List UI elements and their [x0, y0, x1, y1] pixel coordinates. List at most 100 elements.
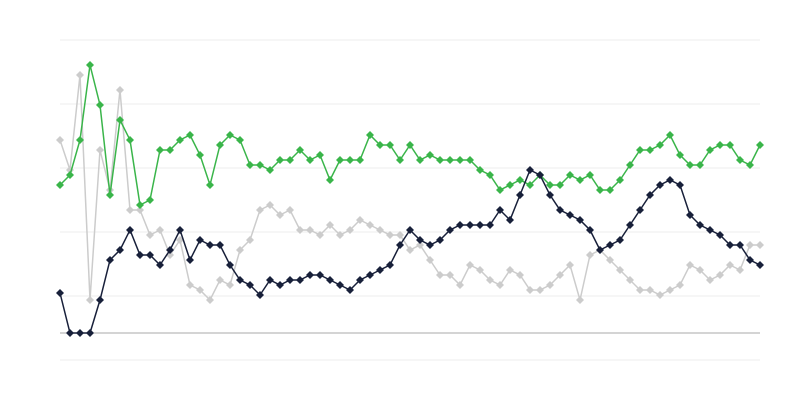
- data-point: [226, 281, 234, 289]
- data-point: [586, 251, 594, 259]
- data-point: [746, 256, 754, 264]
- data-point: [96, 296, 104, 304]
- data-point: [186, 131, 194, 139]
- series-2: [56, 166, 764, 337]
- data-point: [656, 141, 664, 149]
- data-point: [656, 291, 664, 299]
- data-point: [326, 176, 334, 184]
- data-point: [556, 181, 564, 189]
- data-point: [606, 186, 614, 194]
- data-point: [686, 261, 694, 269]
- data-point: [406, 226, 414, 234]
- data-point: [266, 201, 274, 209]
- data-point: [196, 151, 204, 159]
- data-point: [716, 231, 724, 239]
- data-point: [546, 191, 554, 199]
- data-point: [756, 241, 764, 249]
- data-point: [236, 246, 244, 254]
- data-point: [336, 156, 344, 164]
- data-point: [546, 181, 554, 189]
- data-point: [666, 286, 674, 294]
- data-point: [706, 146, 714, 154]
- data-point: [476, 221, 484, 229]
- data-point: [356, 156, 364, 164]
- data-point: [596, 246, 604, 254]
- data-point: [596, 186, 604, 194]
- data-point: [756, 261, 764, 269]
- data-point: [116, 86, 124, 94]
- data-point: [546, 281, 554, 289]
- data-point: [66, 329, 74, 337]
- data-point: [376, 141, 384, 149]
- data-point: [686, 161, 694, 169]
- data-point: [556, 271, 564, 279]
- data-point: [266, 166, 274, 174]
- data-point: [306, 271, 314, 279]
- data-point: [646, 286, 654, 294]
- data-point: [296, 146, 304, 154]
- data-point: [106, 256, 114, 264]
- series-0: [56, 71, 764, 304]
- data-point: [646, 191, 654, 199]
- data-point: [616, 176, 624, 184]
- data-point: [306, 226, 314, 234]
- data-point: [396, 231, 404, 239]
- data-point: [686, 211, 694, 219]
- data-point: [396, 156, 404, 164]
- data-point: [656, 181, 664, 189]
- data-point: [356, 276, 364, 284]
- data-point: [366, 271, 374, 279]
- data-point: [116, 116, 124, 124]
- data-point: [736, 156, 744, 164]
- data-point: [286, 276, 294, 284]
- data-point: [506, 181, 514, 189]
- data-point: [606, 241, 614, 249]
- data-point: [106, 191, 114, 199]
- data-point: [666, 131, 674, 139]
- data-point: [746, 161, 754, 169]
- data-point: [516, 271, 524, 279]
- data-point: [246, 281, 254, 289]
- data-point: [86, 329, 94, 337]
- data-point: [586, 171, 594, 179]
- data-point: [696, 266, 704, 274]
- data-point: [366, 131, 374, 139]
- data-point: [256, 161, 264, 169]
- data-point: [236, 276, 244, 284]
- data-point: [516, 191, 524, 199]
- data-point: [396, 241, 404, 249]
- data-point: [416, 236, 424, 244]
- data-point: [276, 211, 284, 219]
- data-point: [486, 221, 494, 229]
- data-point: [376, 266, 384, 274]
- data-point: [576, 176, 584, 184]
- data-point: [346, 226, 354, 234]
- data-point: [616, 266, 624, 274]
- data-point: [156, 261, 164, 269]
- data-point: [376, 226, 384, 234]
- data-point: [296, 226, 304, 234]
- data-point: [56, 136, 64, 144]
- data-point: [416, 241, 424, 249]
- data-point: [386, 141, 394, 149]
- data-point: [136, 206, 144, 214]
- data-point: [496, 186, 504, 194]
- data-point: [326, 221, 334, 229]
- data-point: [206, 296, 214, 304]
- data-point: [336, 281, 344, 289]
- data-point: [196, 286, 204, 294]
- data-point: [226, 261, 234, 269]
- data-point: [566, 211, 574, 219]
- data-point: [696, 161, 704, 169]
- data-point: [386, 261, 394, 269]
- data-point: [156, 226, 164, 234]
- data-point: [436, 271, 444, 279]
- data-point: [296, 276, 304, 284]
- data-point: [666, 176, 674, 184]
- data-point: [286, 156, 294, 164]
- data-point: [466, 156, 474, 164]
- data-point: [206, 181, 214, 189]
- data-point: [746, 241, 754, 249]
- data-point: [406, 141, 414, 149]
- data-point: [526, 166, 534, 174]
